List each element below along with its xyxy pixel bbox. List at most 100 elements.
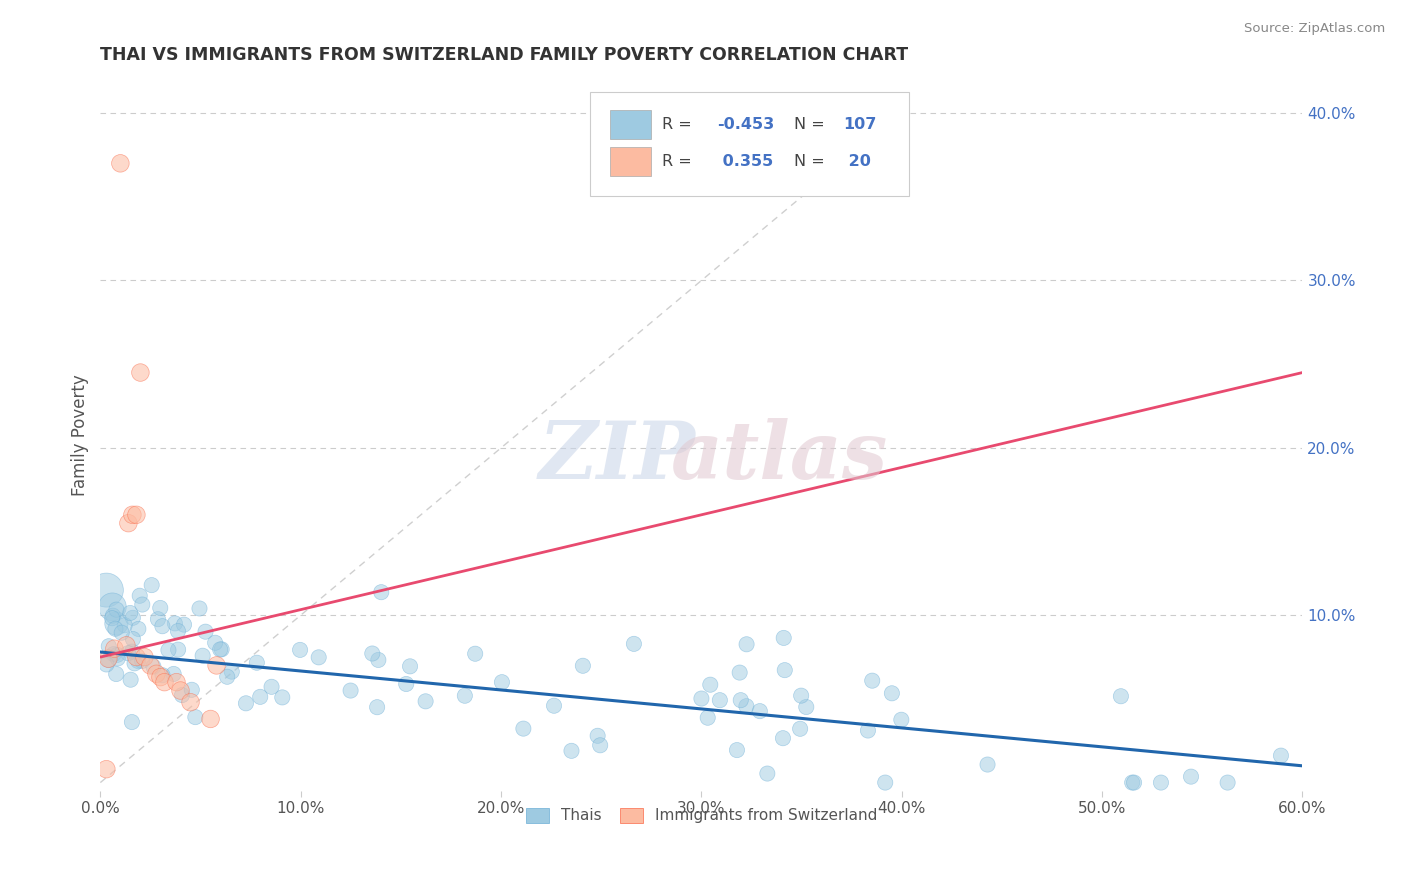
Text: atlas: atlas bbox=[671, 417, 889, 495]
Point bbox=[127, 654, 149, 668]
Point bbox=[146, 612, 169, 626]
Point bbox=[169, 683, 191, 698]
Point bbox=[623, 637, 645, 651]
Point bbox=[200, 712, 222, 726]
Point bbox=[209, 642, 232, 657]
Text: N =: N = bbox=[794, 117, 830, 132]
Text: Source: ZipAtlas.com: Source: ZipAtlas.com bbox=[1244, 22, 1385, 36]
Point bbox=[249, 690, 271, 704]
Point bbox=[976, 757, 998, 772]
Point bbox=[491, 675, 513, 690]
Point bbox=[399, 659, 422, 673]
Point bbox=[153, 675, 176, 690]
Point bbox=[415, 694, 437, 708]
Point bbox=[121, 632, 143, 646]
Point bbox=[1180, 770, 1202, 784]
Point bbox=[105, 616, 128, 631]
Point bbox=[543, 698, 565, 713]
Point bbox=[772, 731, 794, 746]
Text: ZIP: ZIP bbox=[538, 417, 696, 495]
Point bbox=[205, 658, 228, 673]
Point bbox=[97, 651, 120, 665]
Text: R =: R = bbox=[662, 117, 696, 132]
Text: N =: N = bbox=[794, 154, 830, 169]
Point bbox=[235, 696, 257, 710]
Point bbox=[167, 642, 190, 657]
Point bbox=[184, 710, 207, 724]
Text: -0.453: -0.453 bbox=[717, 117, 775, 132]
Point bbox=[395, 677, 418, 691]
Point bbox=[339, 683, 361, 698]
Point bbox=[217, 670, 239, 684]
Y-axis label: Family Poverty: Family Poverty bbox=[72, 375, 89, 496]
Point bbox=[131, 654, 153, 668]
Point bbox=[725, 743, 748, 757]
Point bbox=[103, 647, 125, 661]
Point bbox=[145, 666, 167, 681]
Point bbox=[152, 668, 174, 682]
Point bbox=[367, 653, 389, 667]
FancyBboxPatch shape bbox=[610, 147, 651, 176]
Point bbox=[586, 729, 609, 743]
Point bbox=[191, 648, 214, 663]
Point bbox=[125, 508, 148, 522]
Point bbox=[1123, 775, 1146, 789]
Point bbox=[104, 622, 127, 636]
Point bbox=[790, 689, 813, 703]
Point bbox=[735, 699, 758, 714]
Point bbox=[880, 686, 903, 700]
Point bbox=[589, 739, 612, 753]
Point bbox=[105, 602, 128, 616]
Point bbox=[149, 601, 172, 615]
Point bbox=[180, 682, 202, 697]
Point bbox=[179, 695, 201, 709]
Point bbox=[131, 598, 153, 612]
Point bbox=[134, 650, 156, 665]
Point bbox=[170, 688, 193, 702]
FancyBboxPatch shape bbox=[589, 92, 910, 195]
Point bbox=[308, 650, 330, 665]
Point bbox=[97, 639, 120, 653]
Point bbox=[1121, 775, 1143, 789]
Point bbox=[150, 619, 173, 633]
Point bbox=[794, 700, 817, 714]
Point bbox=[748, 704, 770, 718]
Point bbox=[1109, 690, 1132, 704]
Text: THAI VS IMMIGRANTS FROM SWITZERLAND FAMILY POVERTY CORRELATION CHART: THAI VS IMMIGRANTS FROM SWITZERLAND FAMI… bbox=[100, 46, 908, 64]
Point bbox=[97, 653, 120, 667]
Point bbox=[121, 714, 143, 729]
Point bbox=[512, 722, 534, 736]
Point bbox=[271, 690, 294, 705]
Point bbox=[120, 606, 142, 620]
Point bbox=[114, 618, 136, 632]
Point bbox=[890, 713, 912, 727]
Point bbox=[773, 663, 796, 677]
Point bbox=[96, 657, 118, 672]
Point bbox=[111, 625, 134, 640]
Point bbox=[121, 611, 143, 625]
Point bbox=[129, 366, 152, 380]
Point bbox=[856, 723, 879, 738]
Point bbox=[117, 516, 139, 531]
Point bbox=[120, 673, 142, 687]
Point bbox=[246, 656, 269, 670]
Point bbox=[163, 616, 186, 631]
Point bbox=[211, 642, 233, 657]
Point bbox=[167, 624, 190, 638]
Point bbox=[772, 631, 794, 645]
Point bbox=[110, 156, 132, 170]
Point bbox=[221, 665, 243, 679]
Point bbox=[560, 744, 582, 758]
Point bbox=[96, 583, 118, 598]
Point bbox=[115, 638, 138, 652]
Point bbox=[194, 624, 217, 639]
Point bbox=[361, 647, 384, 661]
Point bbox=[166, 675, 188, 690]
FancyBboxPatch shape bbox=[610, 111, 651, 138]
Point bbox=[366, 700, 388, 714]
Point bbox=[288, 643, 311, 657]
Point bbox=[101, 599, 124, 614]
Point bbox=[188, 601, 211, 615]
Point bbox=[125, 650, 148, 665]
Point bbox=[789, 722, 811, 736]
